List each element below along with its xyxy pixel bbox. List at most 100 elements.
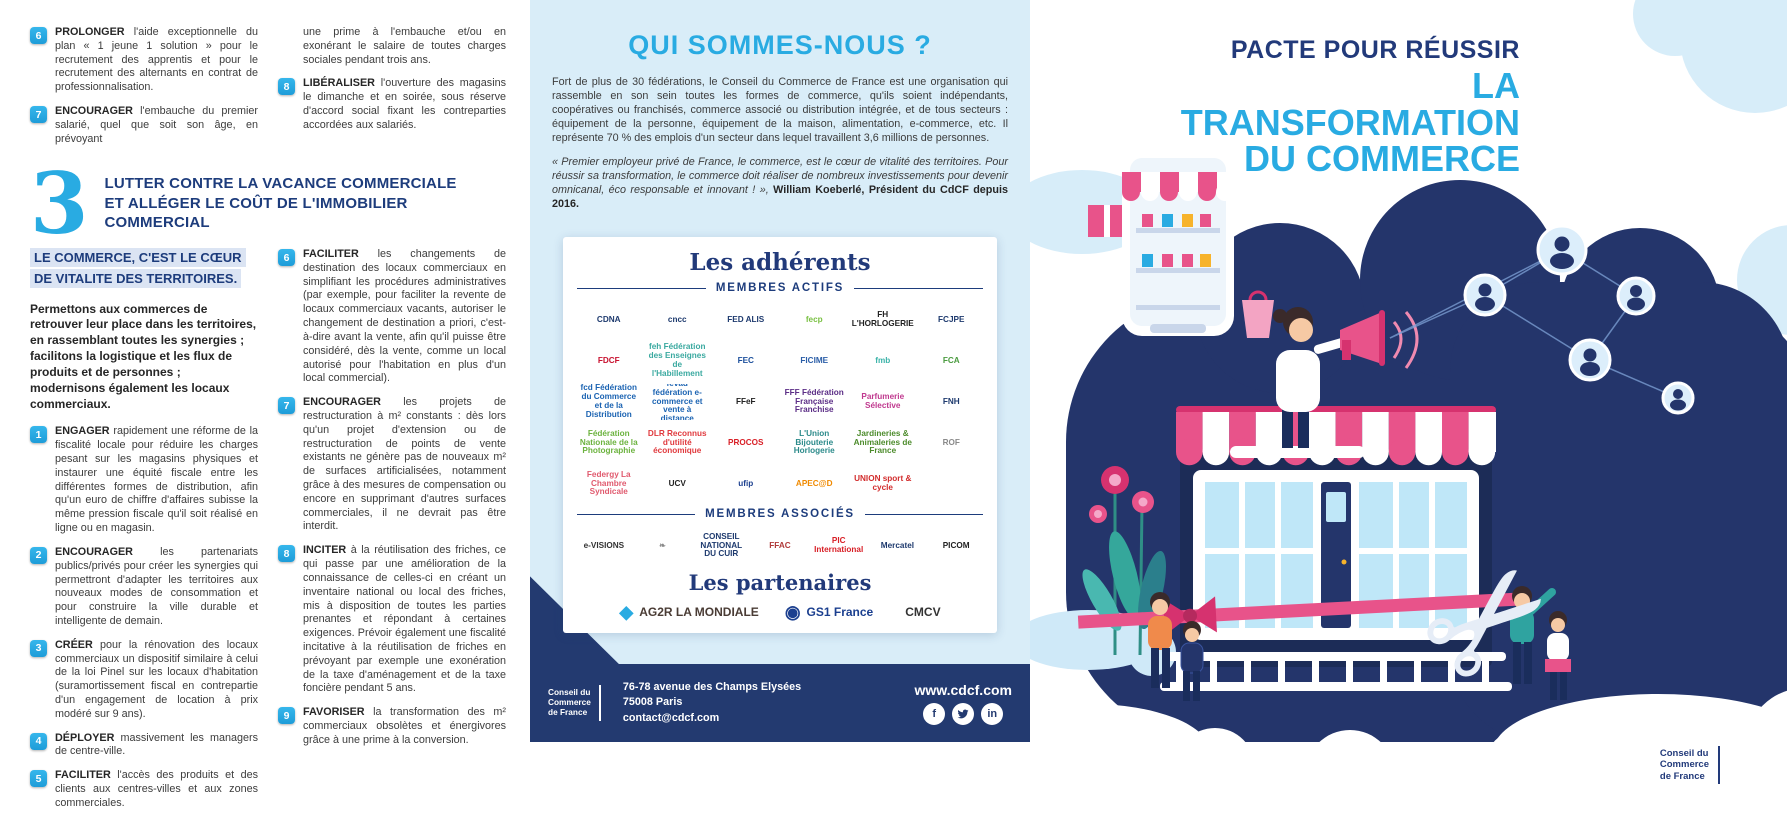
member-logo: fecp bbox=[805, 314, 823, 324]
item-number-badge: 7 bbox=[30, 106, 47, 124]
partner-logo: ◉ GS1 France bbox=[784, 602, 874, 622]
website-link[interactable]: www.cdcf.com bbox=[914, 681, 1012, 698]
partner-icon: ◆ bbox=[619, 602, 634, 622]
active-members-logo-grid: CDNA cncc FED ALIS fecp FH L'HORLOGERIE … bbox=[577, 302, 983, 502]
numbered-item: 2 ENCOURAGER les partenariats publics/pr… bbox=[30, 546, 258, 629]
social-icons: f in bbox=[914, 702, 1012, 725]
cdcf-logo-smalltext: Conseil du Commerce de France bbox=[1659, 747, 1709, 782]
phone-store-shelves bbox=[1136, 214, 1220, 310]
associate-members-divider: MEMBRES ASSOCIÉS bbox=[577, 508, 983, 520]
cdcf-logo-cover: Conseil du Commerce de France bbox=[1641, 736, 1747, 794]
member-logo: L'Union Bijouterie Horlogerie bbox=[793, 428, 835, 456]
item-text: PROLONGER l'aide exceptionnelle du plan … bbox=[55, 26, 259, 94]
item-number-badge: 8 bbox=[278, 545, 295, 563]
numbered-item: 6 FACILITER les changements de destinati… bbox=[278, 248, 506, 386]
member-logo: FNH bbox=[942, 396, 960, 406]
section-3-header: 3 LUTTER CONTRE LA VACANCE COMMERCIALE E… bbox=[30, 153, 506, 253]
cover-title-line2: LA TRANSFORMATION bbox=[1180, 65, 1520, 143]
section-number: 3 bbox=[30, 153, 89, 253]
members-card-title: Les adhérents bbox=[689, 249, 871, 276]
member-logo: PIC International bbox=[814, 536, 864, 554]
partner-logo: CMCV bbox=[905, 605, 941, 619]
member-logo: Federgy La Chambre Syndicale bbox=[586, 469, 631, 497]
item-text: LIBÉRALISER l'ouverture des magasins le … bbox=[303, 77, 506, 131]
top-column-2: une prime à l'embauche et/ou en exonéran… bbox=[278, 26, 506, 157]
avatar bbox=[1536, 224, 1588, 276]
cdcf-logo-footer: Conseil du Commerce de France bbox=[548, 685, 609, 721]
member-logo: cncc bbox=[667, 314, 687, 324]
numbered-item: 9 FAVORISER la transformation des m² com… bbox=[278, 706, 506, 747]
contact-email[interactable]: contact@cdcf.com bbox=[622, 711, 720, 724]
member-logo: feh Fédération des Enseignes de l'Habill… bbox=[648, 343, 706, 378]
storefront-door bbox=[1321, 482, 1351, 628]
phone-store-awning bbox=[1122, 172, 1234, 201]
section-title: LUTTER CONTRE LA VACANCE COMMERCIALE ET … bbox=[104, 175, 457, 231]
logo-divider-bar bbox=[1718, 746, 1720, 784]
item-number-badge: 9 bbox=[278, 707, 295, 725]
president-quote: « Premier employeur privé de France, le … bbox=[552, 156, 1009, 211]
numbered-item: une prime à l'embauche et/ou en exonéran… bbox=[278, 26, 506, 67]
member-logo: PICOM bbox=[942, 540, 970, 550]
people-left bbox=[1148, 592, 1204, 701]
item-text: ENCOURAGER l'embauche du premier salarié… bbox=[55, 105, 258, 145]
numbered-item: 3 CRÉER pour la rénovation des locaux co… bbox=[30, 639, 258, 722]
top-column-1: 6 PROLONGER l'aide exceptionnelle du pla… bbox=[30, 26, 258, 157]
about-paragraph: Fort de plus de 30 fédérations, le Conse… bbox=[552, 76, 1008, 145]
who-are-we-title: QUI SOMMES-NOUS ? bbox=[628, 30, 932, 60]
cover-title: PACTE POUR RÉUSSIR LA TRANSFORMATION DU … bbox=[1180, 36, 1520, 178]
member-logo: fevad fédération e-commerce et vente à d… bbox=[651, 384, 703, 420]
member-logo: Fédération Nationale de la Photographie bbox=[579, 428, 638, 456]
left-panel: 6 PROLONGER l'aide exceptionnelle du pla… bbox=[0, 0, 530, 840]
item-number-badge: 6 bbox=[30, 27, 47, 44]
flowers bbox=[1089, 466, 1154, 523]
storefront-awning bbox=[1176, 412, 1496, 466]
storefront-balustrade bbox=[1160, 652, 1512, 691]
partner-icon: ◉ bbox=[784, 602, 801, 622]
item-text: ENGAGER rapidement une réforme de la fis… bbox=[55, 425, 259, 535]
avatar bbox=[1463, 273, 1507, 317]
middle-panel: QUI SOMMES-NOUS ? Fort de plus de 30 féd… bbox=[530, 0, 1030, 840]
highlight-statement: LE COMMERCE, C'EST LE CŒUR DE VITALITE D… bbox=[30, 248, 246, 288]
item-number-badge: 4 bbox=[30, 732, 47, 750]
cdcf-logo-smalltext: Conseil du Commerce de France bbox=[548, 687, 591, 717]
item-text: FACILITER l'accès des produits et des cl… bbox=[55, 769, 258, 809]
item-number-badge: 2 bbox=[30, 546, 47, 564]
shopping-bag bbox=[1242, 290, 1274, 338]
cover-title-line3: DU COMMERCE bbox=[1244, 138, 1520, 180]
megaphone-icon bbox=[1340, 310, 1419, 369]
member-logo: Jardineries & Animaleries de France bbox=[853, 428, 912, 456]
main-column-1: LE COMMERCE, C'EST LE CŒUR DE VITALITE D… bbox=[30, 248, 258, 821]
item-number-badge: 8 bbox=[278, 78, 295, 96]
member-logo: FFeF bbox=[735, 396, 756, 406]
member-logo: FICIME bbox=[800, 355, 829, 365]
item-text: CRÉER pour la rénovation des locaux comm… bbox=[55, 638, 258, 720]
member-logo: Parfumerie Sélective bbox=[861, 392, 905, 410]
linkedin-icon[interactable]: in bbox=[981, 702, 1004, 725]
right-panel: PACTE POUR RÉUSSIR LA TRANSFORMATION DU … bbox=[1030, 0, 1787, 840]
item-number-badge: 1 bbox=[30, 426, 47, 444]
member-logo: UNION sport & cycle bbox=[854, 474, 912, 492]
address-block: 76-78 avenue des Champs Elysées 75008 Pa… bbox=[623, 680, 901, 727]
facebook-icon[interactable]: f bbox=[923, 702, 946, 725]
member-logo: ufip bbox=[738, 478, 754, 488]
cover-title-line1: PACTE POUR RÉUSSIR bbox=[1230, 36, 1520, 64]
member-logo: CONSEIL NATIONAL DU CUIR bbox=[700, 531, 743, 559]
member-logo: FCJPE bbox=[938, 314, 965, 324]
member-logo: e-VISIONS bbox=[583, 540, 625, 550]
item-number-badge: 7 bbox=[278, 397, 295, 415]
phone-store bbox=[1122, 148, 1234, 336]
member-logo: ❧ bbox=[659, 540, 666, 550]
member-logo: PROCOS bbox=[728, 437, 764, 447]
item-text: FACILITER les changements de destination… bbox=[303, 248, 506, 385]
members-card: Les adhérents MEMBRES ACTIFS CDNA cncc F… bbox=[563, 237, 997, 633]
numbered-item: 6 PROLONGER l'aide exceptionnelle du pla… bbox=[30, 26, 258, 95]
intro-paragraph: Permettons aux commerces de retrouver le… bbox=[30, 301, 257, 411]
member-logo: FCA bbox=[942, 355, 960, 365]
item-text: FAVORISER la transformation des m² comme… bbox=[303, 706, 506, 746]
item-number-badge: 3 bbox=[30, 639, 47, 657]
member-logo: fcd Fédération du Commerce et de la Dist… bbox=[580, 384, 637, 419]
item-number-badge: 5 bbox=[30, 770, 47, 788]
associate-members-logo-grid: e-VISIONS ❧ CONSEIL NATIONAL DU CUIR FFA… bbox=[577, 528, 983, 564]
twitter-icon[interactable] bbox=[952, 702, 975, 725]
